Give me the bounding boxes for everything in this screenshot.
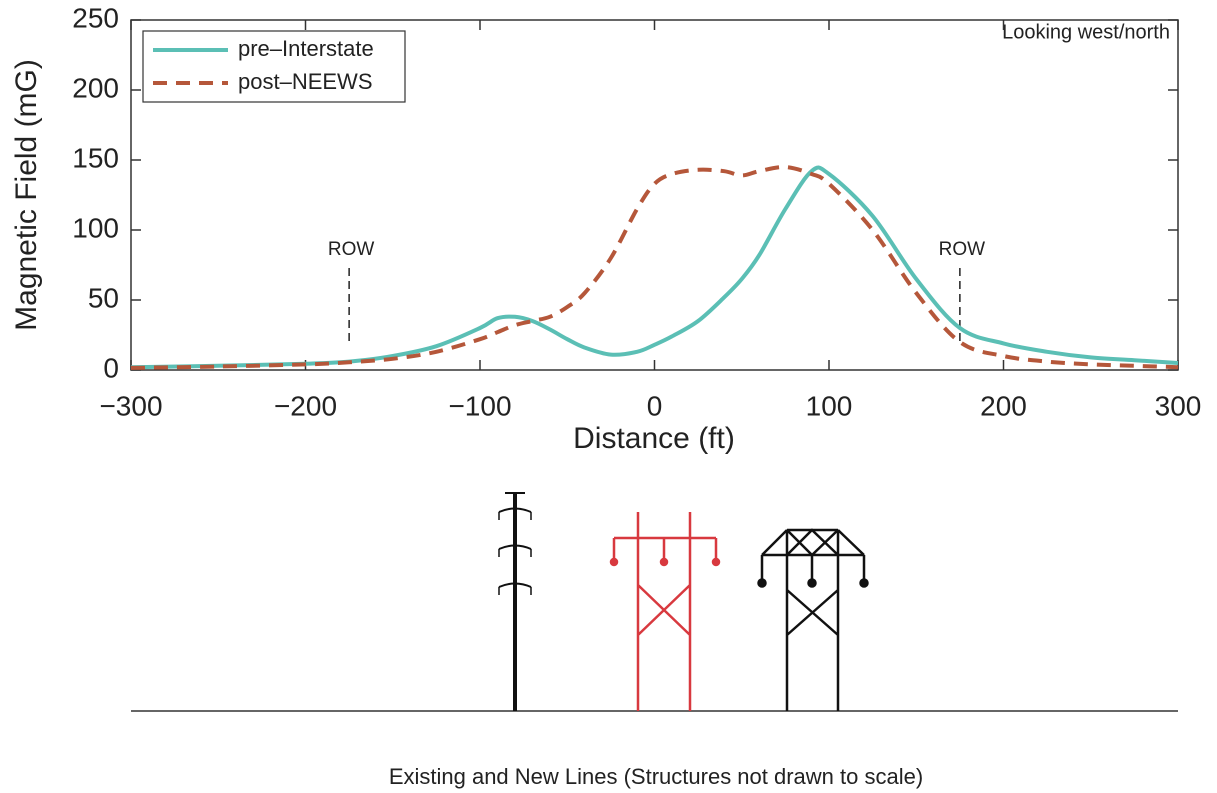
row-label: ROW bbox=[328, 239, 375, 260]
y-tick-label: 250 bbox=[72, 2, 119, 33]
legend-label: pre–Interstate bbox=[238, 36, 374, 61]
view-note: Looking west/north bbox=[1002, 21, 1170, 43]
row-label: ROW bbox=[939, 239, 986, 260]
legend: pre–Interstate post–NEEWS bbox=[142, 30, 406, 103]
legend-label: post–NEEWS bbox=[238, 69, 373, 94]
y-axis-label: Magnetic Field (mG) bbox=[10, 59, 43, 331]
new-tower bbox=[609, 512, 721, 711]
x-tick-label: 100 bbox=[806, 390, 853, 421]
existing-pole bbox=[498, 492, 532, 711]
x-tick-label: −300 bbox=[99, 390, 162, 421]
y-tick-label: 0 bbox=[103, 352, 119, 383]
y-tick-label: 200 bbox=[72, 72, 119, 103]
series-line bbox=[130, 164, 1179, 370]
y-tick-label: 50 bbox=[88, 282, 119, 313]
x-tick-label: −100 bbox=[448, 390, 511, 421]
legend-box bbox=[142, 30, 406, 103]
y-tick-label: 100 bbox=[72, 212, 119, 243]
y-tick-label: 150 bbox=[72, 142, 119, 173]
x-tick-label: 300 bbox=[1155, 390, 1202, 421]
x-tick-label: 200 bbox=[980, 390, 1027, 421]
structures bbox=[131, 492, 1178, 712]
caption: Existing and New Lines (Structures not d… bbox=[389, 764, 923, 789]
existing-tower bbox=[757, 528, 869, 711]
x-tick-label: −200 bbox=[274, 390, 337, 421]
x-axis-label: Distance (ft) bbox=[573, 422, 735, 455]
series-line bbox=[130, 165, 1179, 370]
x-tick-label: 0 bbox=[647, 390, 663, 421]
